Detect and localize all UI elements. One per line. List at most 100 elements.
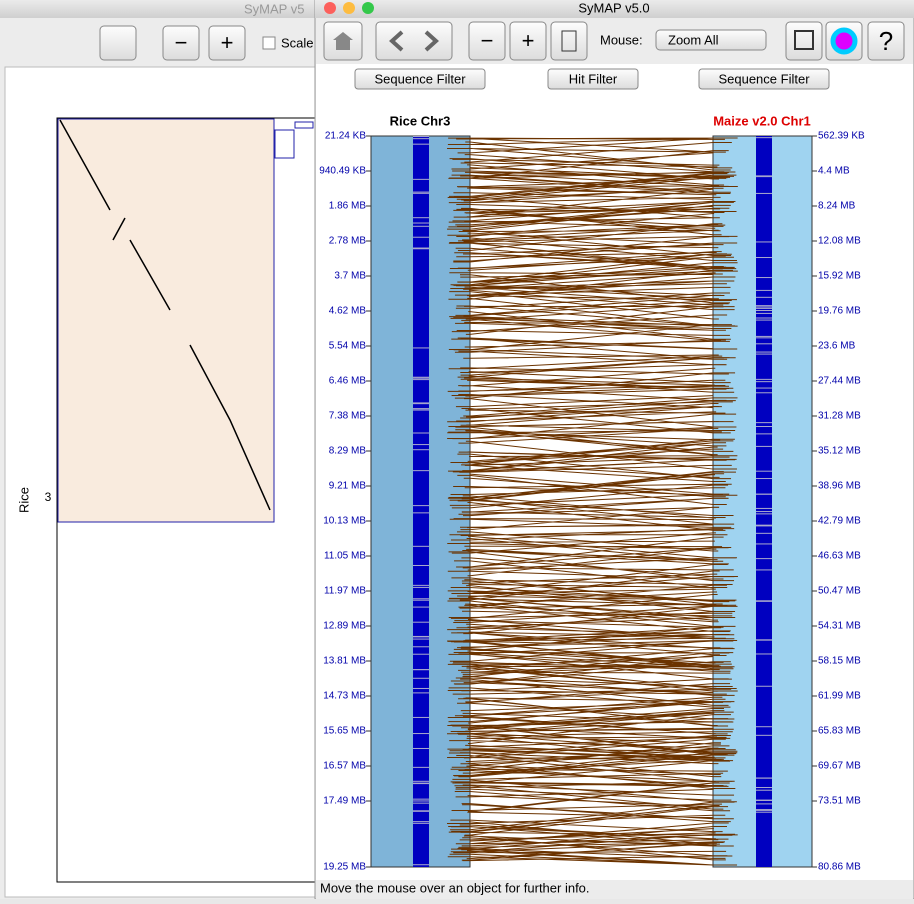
gene-band	[756, 789, 772, 791]
track-title: Rice Chr3	[390, 113, 451, 128]
gene-band	[413, 802, 429, 804]
filter-label: Sequence Filter	[718, 71, 810, 86]
tick-label: 15.92 MB	[818, 271, 861, 282]
gene-band	[756, 809, 772, 811]
gene-band	[756, 653, 772, 655]
filter-button[interactable]	[547, 68, 639, 90]
gene-band	[413, 780, 429, 782]
fit-button[interactable]	[550, 21, 588, 61]
gene-band	[413, 798, 429, 800]
zoom-in-button[interactable]	[509, 21, 547, 61]
gene-band	[756, 351, 772, 353]
gene-band	[413, 606, 429, 608]
gene-band	[756, 296, 772, 298]
tick-label: 21.24 KB	[325, 131, 366, 142]
selected-block[interactable]	[57, 118, 275, 523]
gene-band	[413, 564, 429, 566]
gene-band	[756, 392, 772, 394]
gene-band	[413, 692, 429, 694]
gene-band	[413, 403, 429, 405]
gene-band	[413, 505, 429, 507]
zoom-out-button[interactable]	[162, 25, 200, 61]
gene-band	[756, 353, 772, 355]
save-button[interactable]	[785, 21, 823, 61]
gene-band	[756, 524, 772, 526]
hit-lines	[447, 137, 738, 866]
tick-label: 16.57 MB	[323, 761, 366, 772]
gene-band	[413, 687, 429, 689]
gene-band	[413, 192, 429, 194]
help-button[interactable]	[867, 21, 905, 61]
gene-band	[413, 646, 429, 648]
tick-label: 42.79 MB	[818, 516, 861, 527]
tick-label: 54.31 MB	[818, 621, 861, 632]
gene-band	[756, 422, 772, 424]
gene-band	[756, 558, 772, 560]
window-title: SyMAP v5	[244, 1, 304, 16]
gene-band	[756, 319, 772, 321]
tick-label: 940.49 KB	[319, 166, 366, 177]
main-window: SyMAP v5.0 − + Mouse: Zoom All ? Sequenc…	[314, 0, 914, 900]
gene-band	[413, 810, 429, 812]
scale-checkbox[interactable]	[262, 36, 276, 50]
tick-label: 12.89 MB	[323, 621, 366, 632]
window-title: SyMAP v5.0	[578, 0, 649, 15]
gene-band	[413, 821, 429, 823]
gene-band	[413, 635, 429, 637]
gene-band	[413, 545, 429, 547]
gene-band	[413, 191, 429, 193]
tick-label: 10.13 MB	[323, 516, 366, 527]
tick-label: 46.63 MB	[818, 551, 861, 562]
gene-band	[756, 307, 772, 309]
tick-label: 6.46 MB	[329, 376, 367, 387]
tick-label: 1.86 MB	[329, 201, 367, 212]
nav-buttons[interactable]	[375, 21, 453, 61]
gene-band	[413, 138, 429, 140]
mouse-mode: Zoom All	[668, 32, 719, 47]
tick-label: 80.86 MB	[818, 862, 861, 873]
gene-band	[756, 478, 772, 480]
gene-band	[413, 766, 429, 768]
gene-band	[413, 621, 429, 623]
gene-band	[756, 289, 772, 291]
gene-band	[756, 137, 772, 139]
gene-band	[756, 787, 772, 789]
tick-label: 50.47 MB	[818, 586, 861, 597]
tick-label: 9.21 MB	[329, 481, 367, 492]
zoom-out-button[interactable]	[468, 21, 506, 61]
svg-text:−: −	[481, 28, 494, 53]
gene-band	[413, 677, 429, 679]
gene-band	[413, 586, 429, 588]
tick-label: 8.24 MB	[818, 201, 856, 212]
gene-band	[756, 317, 772, 319]
gene-band	[413, 379, 429, 381]
tick-label: 15.65 MB	[323, 726, 366, 737]
gene-band	[413, 178, 429, 180]
gene-band	[413, 247, 429, 249]
home-button[interactable]	[99, 25, 137, 61]
svg-text:?: ?	[879, 26, 893, 56]
filter-button[interactable]	[354, 68, 486, 90]
gene-band	[756, 241, 772, 243]
gene-band	[756, 381, 772, 383]
zoom-in-button[interactable]	[208, 25, 246, 61]
chr-label: 3	[45, 490, 52, 504]
gene-band	[756, 175, 772, 177]
gene-band	[413, 733, 429, 735]
gene-band	[413, 136, 429, 138]
gene-band	[756, 525, 772, 527]
gene-band	[413, 584, 429, 586]
gene-band	[756, 378, 772, 380]
gene-band	[756, 176, 772, 178]
gene-band	[413, 638, 429, 640]
tick-label: 5.54 MB	[329, 341, 367, 352]
gene-band	[413, 783, 429, 785]
filter-button[interactable]	[698, 68, 830, 90]
tick-label: 19.76 MB	[818, 306, 861, 317]
tick-label: 69.67 MB	[818, 761, 861, 772]
mouse-mode-select[interactable]	[655, 29, 767, 51]
gene-band	[413, 444, 429, 446]
tick-label: 7.38 MB	[329, 411, 367, 422]
gene-band	[756, 426, 772, 428]
gene-band	[756, 532, 772, 534]
